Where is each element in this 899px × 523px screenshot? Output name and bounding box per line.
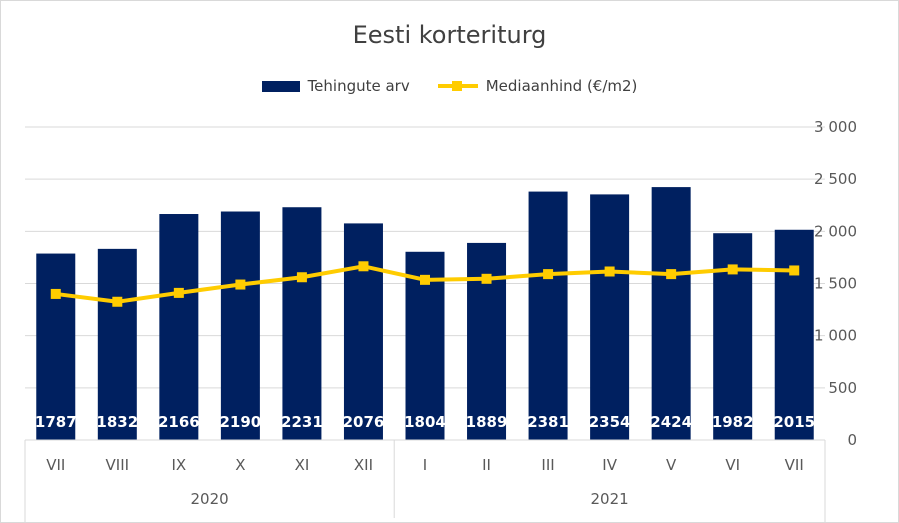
x-tick-label: XII: [354, 456, 373, 474]
x-tick-label: II: [482, 456, 491, 474]
line-marker: [173, 287, 184, 298]
line-marker: [789, 265, 800, 276]
legend-square-marker: [451, 81, 462, 91]
bar: [36, 253, 76, 440]
line-marker: [666, 269, 677, 280]
x-tick-label: X: [235, 456, 245, 474]
bar: [651, 187, 691, 440]
legend-label-bars: Tehingute arv: [307, 77, 410, 95]
x-tick-label: I: [423, 456, 427, 474]
y-tick-label: 2 000: [814, 222, 857, 240]
bar: [590, 194, 630, 440]
line-marker: [112, 296, 123, 307]
line-marker: [481, 273, 492, 284]
bar: [159, 214, 199, 440]
y-tick-label: 500: [828, 379, 857, 397]
line-marker: [235, 279, 246, 290]
bar-data-label: 1889: [466, 413, 508, 431]
x-group-label: 2020: [191, 490, 229, 508]
x-tick-label: IX: [171, 456, 186, 474]
x-tick-label: VII: [46, 456, 65, 474]
bar: [467, 242, 507, 440]
bar: [97, 248, 137, 440]
line-marker: [543, 269, 554, 280]
y-tick-label: 3 000: [814, 118, 857, 136]
legend: Tehingute arv Mediaanhind (€/m2): [1, 77, 898, 95]
line-marker: [727, 264, 738, 275]
bar-data-label: 1982: [712, 413, 754, 431]
bar-data-label: 2190: [220, 413, 262, 431]
bar-data-label: 2231: [281, 413, 323, 431]
bar-data-label: 2166: [158, 413, 200, 431]
line-marker: [420, 274, 430, 285]
line-marker: [296, 272, 307, 283]
x-tick-label: III: [541, 456, 554, 474]
legend-label-line: Mediaanhind (€/m2): [485, 77, 638, 95]
bar-data-label: 2354: [589, 413, 631, 431]
legend-item-line: Mediaanhind (€/m2): [437, 77, 638, 95]
bar-data-label: 2076: [343, 413, 385, 431]
y-tick-label: 1 500: [814, 275, 857, 293]
chart-title: Eesti korteriturg: [352, 21, 547, 49]
line-marker: [50, 288, 61, 299]
y-tick-label: 0: [847, 431, 857, 449]
x-tick-label: VII: [785, 456, 804, 474]
y-tick-label: 1 000: [814, 327, 857, 345]
bar-data-label: 1804: [404, 413, 446, 431]
bar-data-label: 2381: [527, 413, 569, 431]
x-tick-label: V: [666, 456, 677, 474]
legend-item-bars: Tehingute arv: [261, 77, 410, 95]
bar: [220, 211, 260, 440]
bar: [282, 207, 322, 440]
bar: [774, 229, 814, 440]
line-marker: [604, 266, 615, 277]
line-marker: [358, 261, 369, 272]
legend-swatch-bar: [261, 80, 300, 92]
bar-data-label: 1832: [96, 413, 138, 431]
bar-data-label: 2424: [650, 413, 692, 431]
x-group-label: 2021: [591, 490, 629, 508]
bar: [713, 233, 753, 440]
x-tick-label: VI: [725, 456, 740, 474]
bar-data-label: 1787: [35, 413, 77, 431]
x-tick-label: IV: [602, 456, 617, 474]
bar: [528, 191, 568, 440]
legend-swatch-line: [437, 79, 478, 93]
bar: [343, 223, 383, 440]
x-tick-label: VIII: [106, 456, 130, 474]
x-tick-label: XI: [295, 456, 310, 474]
bar-data-label: 2015: [773, 413, 815, 431]
y-tick-label: 2 500: [814, 170, 857, 188]
